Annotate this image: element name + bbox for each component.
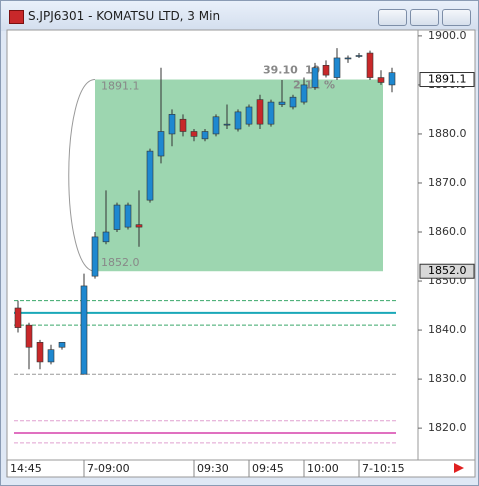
candle-body <box>256 99 264 125</box>
price-marker-label: 1891.1 <box>428 73 467 86</box>
restore-button[interactable] <box>410 9 439 26</box>
candle-body <box>113 204 121 230</box>
candle-body <box>190 131 198 137</box>
y-tick-label: 1820.0 <box>428 421 467 434</box>
candle-body <box>333 57 341 78</box>
candle-body <box>14 307 22 328</box>
y-tick-label: 1830.0 <box>428 372 467 385</box>
measure-low-label: 1852.0 <box>101 256 140 269</box>
candle-body <box>25 324 33 348</box>
y-tick-label: 1840.0 <box>428 323 467 336</box>
candle-body <box>102 231 110 243</box>
price-axis <box>417 29 476 461</box>
candle-body <box>278 101 286 105</box>
candle-body <box>135 224 143 228</box>
price-marker <box>419 263 475 279</box>
title-bar: S.JPJ6301 - KOMATSU LTD, 3 Min <box>1 1 478 31</box>
y-tick-label: 1900.0 <box>428 29 467 42</box>
minimize-button[interactable] <box>378 9 407 26</box>
candle-body <box>179 118 187 132</box>
scroll-arrow[interactable] <box>454 463 464 473</box>
scroll-arrow-tail[interactable] <box>454 466 458 470</box>
measure-high-label: 1891.1 <box>101 80 140 93</box>
candle-body <box>267 101 275 125</box>
candle-body <box>124 204 132 228</box>
x-tick-label: 09:30 <box>197 462 229 475</box>
candle-body <box>168 114 176 135</box>
candle-body <box>355 55 363 57</box>
time-axis <box>6 459 476 478</box>
candle-body <box>311 67 319 88</box>
candle-body <box>234 111 242 130</box>
measure-change: 39.10 <box>263 64 298 77</box>
candle-body <box>146 150 154 201</box>
measure-box <box>95 79 383 272</box>
price-marker-label: 1852.0 <box>428 264 467 277</box>
candle-body <box>47 349 55 363</box>
candle-body <box>377 77 385 83</box>
candle-body <box>212 116 220 135</box>
y-tick-label: 1870.0 <box>428 176 467 189</box>
y-tick-label: 1860.0 <box>428 225 467 238</box>
candle-body <box>157 131 165 157</box>
candle-body <box>366 52 374 78</box>
candle-body <box>245 106 253 125</box>
y-tick-label: 1880.0 <box>428 127 467 140</box>
window-title: S.JPJ6301 - KOMATSU LTD, 3 Min <box>28 9 221 23</box>
candle-body <box>322 65 330 76</box>
candle-body <box>289 96 297 108</box>
candle-body <box>80 285 88 375</box>
candle-body <box>344 57 352 60</box>
price-marker <box>419 72 475 88</box>
candle-body <box>388 72 396 86</box>
x-tick-label: 09:45 <box>252 462 284 475</box>
close-button[interactable] <box>442 9 471 26</box>
app-icon <box>9 10 24 24</box>
candle-body <box>201 131 209 140</box>
candle-body <box>91 236 99 277</box>
x-tick-label: 14:45 <box>10 462 42 475</box>
x-tick-label: 7-10:15 <box>362 462 405 475</box>
candle-body <box>58 342 66 348</box>
x-tick-label: 10:00 <box>307 462 339 475</box>
candle-body <box>223 123 231 126</box>
measure-arc <box>68 79 96 272</box>
x-tick-label: 7-09:00 <box>87 462 130 475</box>
candle-body <box>36 342 44 363</box>
candle-body <box>300 84 308 103</box>
